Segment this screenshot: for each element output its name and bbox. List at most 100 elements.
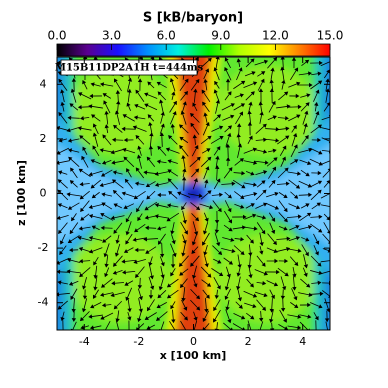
arrow-head bbox=[230, 237, 235, 242]
arrow-head bbox=[121, 126, 126, 132]
arrow-head bbox=[213, 89, 218, 94]
arrow-head bbox=[252, 147, 257, 152]
arrow-head bbox=[269, 88, 275, 93]
arrow-head bbox=[77, 126, 82, 131]
arrow-head bbox=[297, 248, 302, 253]
arrow-head bbox=[315, 89, 320, 94]
arrow-head bbox=[227, 91, 232, 96]
arrow-head bbox=[177, 191, 182, 196]
arrow-head bbox=[225, 306, 230, 311]
arrow-head bbox=[225, 143, 231, 148]
arrow-head bbox=[213, 318, 217, 323]
arrow-head bbox=[315, 240, 320, 245]
arrow-head bbox=[319, 291, 324, 296]
arrow-head bbox=[128, 331, 131, 334]
arrow-head bbox=[172, 111, 177, 116]
arrow-head bbox=[114, 78, 118, 83]
arrow-head bbox=[253, 226, 258, 231]
arrow-head bbox=[237, 143, 243, 148]
arrow-head bbox=[134, 228, 139, 233]
arrow-head bbox=[318, 214, 323, 220]
arrow-head bbox=[307, 71, 312, 76]
arrow-head bbox=[207, 273, 212, 278]
arrow-head bbox=[118, 331, 121, 334]
arrow-head bbox=[325, 88, 330, 93]
arrow-head bbox=[78, 92, 83, 97]
arrow-head bbox=[249, 283, 254, 288]
arrow-head bbox=[263, 170, 268, 175]
arrow-head bbox=[284, 272, 289, 277]
arrow-head bbox=[154, 214, 159, 219]
arrow-head bbox=[93, 275, 98, 279]
arrow-head bbox=[125, 240, 130, 245]
arrow-head bbox=[138, 296, 143, 301]
arrow-head bbox=[195, 79, 200, 84]
arrow-head bbox=[224, 57, 229, 62]
arrow-head bbox=[170, 264, 176, 269]
arrow-head bbox=[135, 89, 140, 94]
arrow-head bbox=[326, 230, 330, 234]
arrow-head bbox=[137, 78, 143, 83]
arrow-head bbox=[80, 325, 85, 330]
arrow-head bbox=[308, 147, 313, 153]
arrow-head bbox=[202, 241, 206, 246]
arrow-head bbox=[207, 190, 212, 195]
arrow-head bbox=[303, 272, 308, 277]
arrow-head bbox=[275, 127, 280, 132]
arrow-head bbox=[93, 286, 98, 291]
arrow-head bbox=[186, 329, 188, 330]
arrow-head bbox=[179, 271, 184, 276]
velocity-arrow bbox=[320, 193, 330, 199]
arrow-head bbox=[166, 294, 172, 299]
velocity-arrow bbox=[320, 61, 330, 67]
arrow-head bbox=[57, 280, 62, 285]
arrow-head bbox=[167, 178, 172, 183]
arrow-head bbox=[70, 88, 75, 93]
arrow-head bbox=[315, 331, 318, 334]
arrow-head bbox=[101, 192, 106, 197]
arrow-head bbox=[93, 261, 98, 266]
arrow-head bbox=[159, 132, 165, 137]
arrow-head bbox=[240, 315, 246, 320]
arrow-head bbox=[317, 137, 321, 143]
arrow-head bbox=[303, 264, 309, 269]
arrow-head bbox=[262, 281, 267, 286]
arrow-head bbox=[79, 195, 84, 200]
arrow-head bbox=[77, 235, 82, 241]
x-tick-label: -2 bbox=[133, 335, 144, 348]
arrow-head bbox=[58, 78, 63, 84]
arrow-head bbox=[127, 316, 132, 321]
arrow-head bbox=[184, 78, 189, 83]
arrow-head bbox=[88, 314, 93, 319]
arrow-head bbox=[181, 297, 186, 302]
arrow-head bbox=[263, 271, 268, 276]
arrow-head bbox=[160, 123, 165, 128]
arrow-head bbox=[156, 316, 161, 321]
arrow-head bbox=[281, 156, 286, 161]
arrow-head bbox=[241, 171, 246, 176]
arrow-head bbox=[68, 281, 74, 286]
arrow-head bbox=[272, 148, 277, 153]
arrow-head bbox=[59, 240, 64, 245]
arrow-head bbox=[168, 135, 173, 140]
arrow-head bbox=[262, 123, 267, 128]
arrow-head bbox=[217, 259, 222, 264]
arrow-head bbox=[80, 216, 85, 221]
arrow-head bbox=[145, 183, 151, 188]
arrow-head bbox=[190, 112, 195, 118]
arrow-head bbox=[218, 272, 224, 277]
arrow-head bbox=[137, 145, 142, 150]
arrow-head bbox=[252, 293, 258, 298]
arrow-head bbox=[68, 156, 73, 161]
arrow-head bbox=[170, 272, 175, 277]
arrow-head bbox=[124, 281, 129, 286]
arrow-head bbox=[146, 195, 151, 200]
arrow-head bbox=[240, 236, 245, 242]
colorbar-tick-label: 15.0 bbox=[317, 29, 344, 43]
arrow-head bbox=[192, 102, 197, 107]
arrow-head bbox=[217, 250, 223, 255]
colorbar-title: S [kB/baryon] bbox=[143, 11, 243, 26]
arrow-head bbox=[149, 132, 154, 137]
arrow-head bbox=[283, 207, 288, 213]
arrow-head bbox=[101, 160, 107, 165]
